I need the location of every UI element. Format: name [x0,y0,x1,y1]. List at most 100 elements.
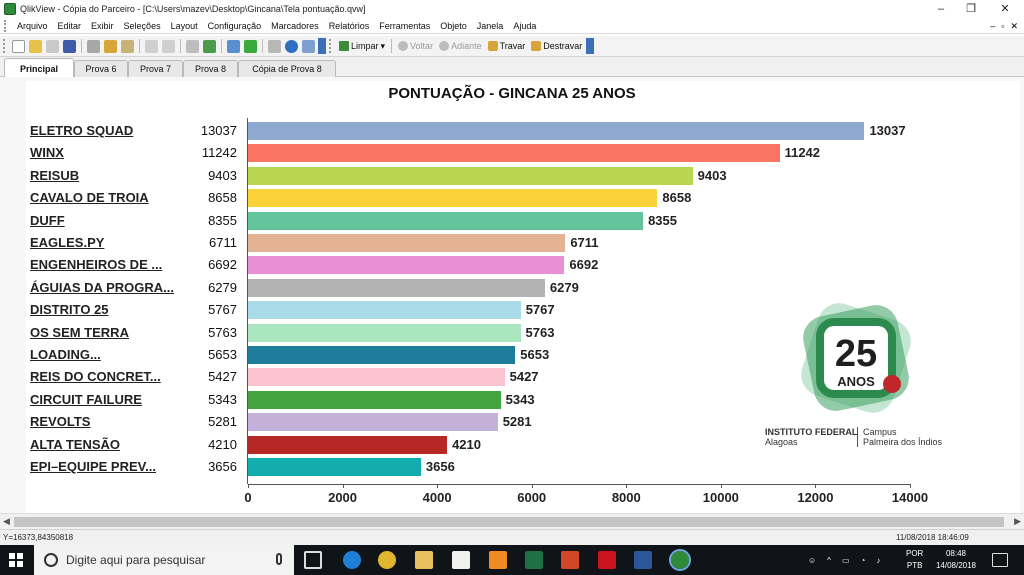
volume-icon[interactable]: ♪ [876,555,881,565]
new-document-icon[interactable] [12,39,25,53]
chart-bar[interactable] [248,256,565,275]
print-icon[interactable] [87,39,100,53]
task-view-icon[interactable] [304,551,322,569]
photo-app-icon[interactable] [489,551,507,569]
save-icon[interactable] [63,39,76,53]
acrobat-icon[interactable] [598,551,616,569]
redo-icon[interactable] [162,39,175,53]
star-icon[interactable] [244,39,257,53]
chart-category-label[interactable]: EAGLES.PY [30,235,105,250]
chart-bar[interactable] [248,323,521,342]
toolbar-overflow-button[interactable] [586,38,595,54]
chart-category-label[interactable]: DISTRITO 25 [30,302,109,318]
windows-start-icon[interactable] [9,553,23,567]
toolbar-overflow-button[interactable] [318,38,326,54]
powerpoint-icon[interactable] [561,551,579,569]
notifications-icon[interactable] [992,553,1008,567]
tab-prova-6[interactable]: Prova 6 [74,60,128,77]
horizontal-scrollbar[interactable]: ◀ ▶ [0,513,1024,529]
properties-icon[interactable] [268,39,281,53]
destravar-button[interactable]: Destravar [531,41,582,51]
qlikview-taskbar-icon[interactable] [669,549,691,571]
open-folder-icon[interactable] [29,39,42,53]
chart-bar[interactable] [248,458,421,476]
scrollbar-thumb[interactable] [14,517,1004,527]
taskbar-search-box[interactable]: Digite aqui para pesquisar [34,545,294,575]
language-indicator[interactable]: POR PTB [906,545,923,575]
chart-category-label[interactable]: DUFF [30,212,65,228]
menu-ferramentas[interactable]: Ferramentas [379,20,431,31]
menu-ajuda[interactable]: Ajuda [513,20,537,31]
chrome-icon[interactable] [378,551,396,569]
chart-bar[interactable] [248,413,498,432]
minimize-button[interactable]: – [937,2,945,15]
chart-bar[interactable] [248,234,566,252]
chart-bar[interactable] [248,122,865,140]
close-button[interactable]: ✕ [1000,3,1010,15]
chart-category-label[interactable]: CIRCUIT FAILURE [30,391,142,407]
tab-prova-7[interactable]: Prova 7 [128,60,183,77]
menu-janela[interactable]: Janela [476,20,504,31]
chart-category-label[interactable]: ENGENHEIROS DE ... [30,257,163,273]
adiante-button[interactable]: Adiante [439,41,482,51]
chart-icon[interactable] [227,39,240,53]
menu-arquivo[interactable]: Arquivo [17,20,48,31]
chart-bar[interactable] [248,189,658,208]
chart-bar[interactable] [248,301,521,320]
chart-category-label[interactable]: CAVALO DE TROIA [30,190,149,206]
network-icon[interactable]: ◔ [860,555,866,565]
menu-exibir[interactable]: Exibir [91,20,114,31]
store-icon[interactable] [452,551,470,569]
chart-category-label[interactable]: EPI–EQUIPE PREV... [30,459,156,474]
undo-icon[interactable] [145,39,158,53]
battery-icon[interactable]: ▭ [841,555,850,565]
chart-bar[interactable] [248,390,501,409]
chart-category-label[interactable]: OS SEM TERRA [30,324,129,340]
menu-marcadores[interactable]: Marcadores [271,20,319,31]
chart-category-label[interactable]: LOADING... [30,347,101,362]
menu-configuracao[interactable]: Configuração [207,20,262,31]
voltar-button[interactable]: Voltar [398,41,433,51]
chart-category-label[interactable]: ELETRO SQUAD [30,123,134,138]
chart-category-label[interactable]: ÁGUIAS DA PROGRA... [30,279,174,295]
file-explorer-icon[interactable] [415,551,433,569]
chart-category-label[interactable]: WINX [30,145,64,161]
word-icon[interactable] [634,551,652,569]
reload-icon[interactable] [121,39,134,53]
menu-selecoes[interactable]: Seleções [123,20,161,31]
doc-restore-button[interactable]: ▫ [1001,21,1005,31]
refresh-icon[interactable] [46,39,59,53]
chart-bar[interactable] [248,144,780,163]
menu-editar[interactable]: Editar [57,20,82,31]
excel-icon[interactable] [525,551,543,569]
travar-button[interactable]: Travar [487,41,525,51]
chart-category-label[interactable]: REIS DO CONCRET... [30,369,161,385]
whats-this-icon[interactable] [302,39,315,53]
menu-relatorios[interactable]: Relatórios [328,20,370,31]
menu-objeto[interactable]: Objeto [440,20,467,31]
check-icon[interactable] [203,39,216,53]
chart-category-label[interactable]: ALTA TENSÃO [30,436,121,452]
tab-copia-de-prova-8[interactable]: Cópia de Prova 8 [238,60,336,77]
menu-layout[interactable]: Layout [170,20,198,31]
chart-bar[interactable] [248,368,505,387]
doc-close-button[interactable]: ✕ [1010,20,1018,31]
people-icon[interactable]: ☺ [808,555,817,565]
help-icon[interactable] [285,39,298,53]
chart-category-label[interactable]: REVOLTS [30,414,91,430]
tray-overflow-icon[interactable]: ^ [827,555,831,565]
doc-minimize-button[interactable]: – [990,21,996,31]
scroll-left-arrow-icon[interactable]: ◀ [3,516,10,526]
search-icon[interactable] [186,39,199,53]
chart-bar[interactable] [248,278,545,297]
chart-bar[interactable] [248,435,448,454]
taskbar-clock[interactable]: 08:48 14/08/2018 [932,545,980,575]
tab-principal[interactable]: Principal [4,58,74,78]
tab-prova-8[interactable]: Prova 8 [183,60,238,77]
chart-bar[interactable] [248,166,693,185]
limpar-button[interactable]: Limpar ▾ [339,41,385,52]
microphone-icon[interactable] [276,553,282,565]
edit-icon[interactable] [104,39,117,53]
bar-chart[interactable]: PONTUAÇÃO - GINCANA 25 ANOS ELETRO SQUAD… [0,77,1024,513]
scroll-right-arrow-icon[interactable]: ▶ [1014,516,1021,526]
